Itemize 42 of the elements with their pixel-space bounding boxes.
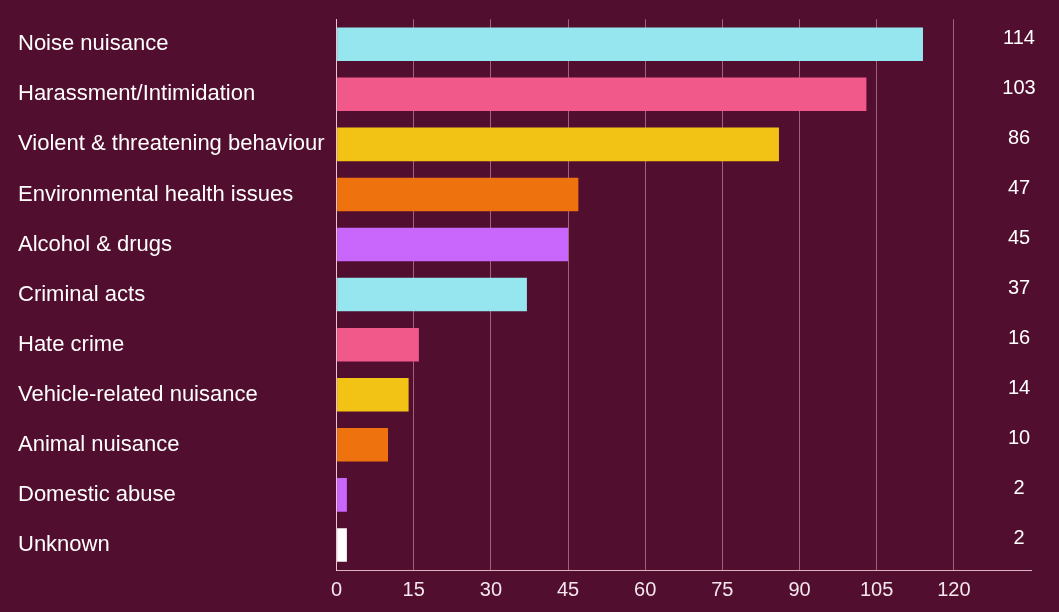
x-tick-label: 90 (788, 577, 811, 600)
data-label: 2 (1013, 476, 1025, 499)
data-label: 103 (1002, 75, 1036, 98)
y-tick-label: Vehicle-related nuisance (18, 380, 258, 406)
bar (337, 327, 419, 362)
y-tick-label: Unknown (18, 531, 110, 557)
data-label: 10 (1007, 426, 1031, 449)
bar (337, 127, 779, 162)
bar (337, 177, 579, 212)
x-tick-label: 60 (634, 577, 657, 600)
x-tick-label: 105 (860, 577, 894, 600)
bar (337, 478, 347, 512)
x-tick-label: 15 (402, 577, 425, 600)
data-label: 47 (1007, 175, 1031, 198)
data-label: 86 (1007, 125, 1031, 148)
bar (337, 77, 867, 112)
x-tick-label: 75 (711, 577, 734, 600)
y-tick-label: Alcohol & drugs (18, 230, 173, 256)
y-tick-label: Animal nuisance (18, 430, 180, 456)
y-tick-label: Criminal acts (18, 280, 146, 306)
bar (337, 377, 409, 412)
data-label: 14 (1007, 376, 1031, 399)
data-label: 37 (1007, 276, 1031, 299)
bar (337, 528, 347, 562)
y-tick-label: Environmental health issues (18, 180, 294, 206)
x-tick-label: 30 (479, 577, 503, 600)
data-label: 16 (1007, 326, 1031, 349)
data-label: 2 (1013, 526, 1025, 549)
y-tick-label: Violent & threatening behaviour (18, 130, 325, 156)
data-label: 45 (1007, 226, 1031, 249)
x-tick-label: 0 (331, 577, 343, 600)
y-tick-label: Hate crime (18, 330, 125, 356)
y-tick-label: Noise nuisance (18, 30, 169, 56)
bar (337, 277, 527, 312)
x-tick-label: 45 (556, 577, 580, 600)
bar (337, 428, 389, 462)
bar (337, 227, 569, 262)
y-tick-label: Domestic abuse (18, 480, 176, 506)
bar (337, 27, 923, 62)
x-tick-label: 120 (937, 577, 971, 600)
y-tick-label: Harassment/Intimidation (18, 80, 256, 106)
data-label: 114 (1003, 25, 1035, 48)
